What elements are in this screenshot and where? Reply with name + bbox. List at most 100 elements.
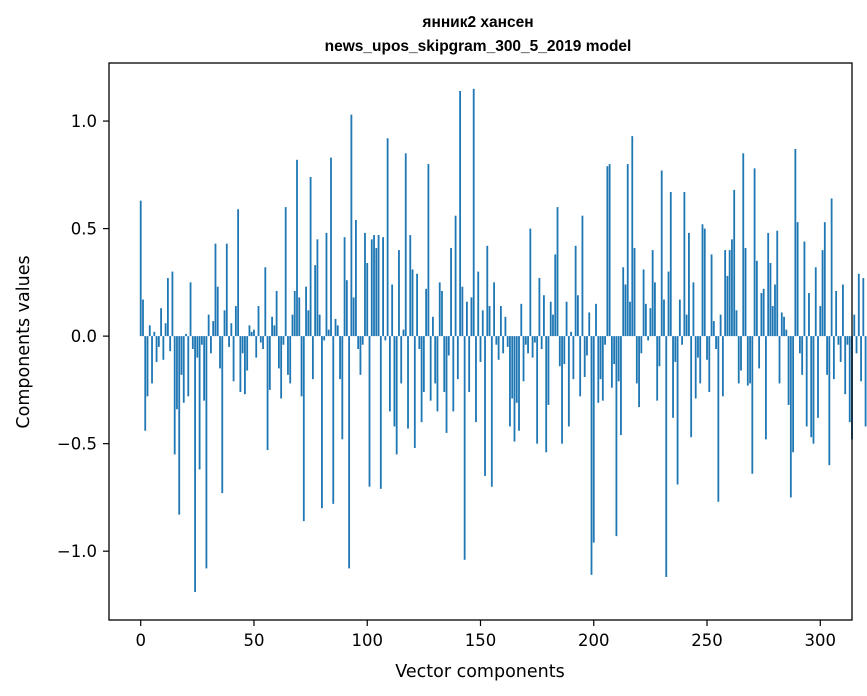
bar bbox=[703, 228, 706, 337]
bar bbox=[461, 286, 464, 337]
bar bbox=[620, 336, 622, 436]
bar bbox=[633, 247, 636, 337]
bar bbox=[617, 336, 620, 382]
bar bbox=[574, 245, 577, 337]
bar bbox=[162, 336, 165, 360]
bar bbox=[221, 336, 224, 494]
bar bbox=[182, 336, 185, 403]
bar bbox=[200, 336, 203, 345]
bar bbox=[814, 267, 817, 337]
bar bbox=[450, 247, 452, 337]
bar bbox=[631, 136, 634, 337]
bar bbox=[509, 336, 511, 427]
bar bbox=[792, 336, 795, 453]
bar bbox=[681, 336, 684, 345]
bar bbox=[683, 192, 686, 337]
bar bbox=[427, 164, 430, 337]
bar bbox=[543, 295, 545, 337]
bar bbox=[355, 219, 357, 337]
x-tick-label: 200 bbox=[578, 631, 610, 650]
bar bbox=[223, 310, 226, 337]
bar bbox=[862, 278, 865, 337]
bar bbox=[626, 164, 629, 337]
bar bbox=[364, 232, 366, 337]
bar bbox=[339, 336, 341, 380]
bar bbox=[377, 235, 380, 337]
bar bbox=[692, 282, 695, 337]
bar bbox=[393, 336, 396, 427]
bar bbox=[434, 336, 437, 384]
bar bbox=[837, 336, 840, 345]
bar bbox=[413, 336, 416, 448]
bar bbox=[321, 336, 323, 509]
bar bbox=[160, 308, 162, 337]
bar bbox=[762, 288, 765, 337]
bar bbox=[563, 336, 566, 365]
bar bbox=[785, 329, 788, 337]
bar bbox=[522, 336, 525, 382]
bar bbox=[416, 273, 418, 337]
bar bbox=[153, 331, 156, 337]
bar bbox=[151, 336, 153, 384]
y-tick-label: −0.5 bbox=[57, 435, 97, 454]
bar bbox=[830, 198, 833, 337]
bar bbox=[717, 336, 720, 502]
bar bbox=[298, 297, 301, 337]
bar bbox=[316, 239, 319, 337]
bar bbox=[780, 312, 783, 337]
bar bbox=[572, 336, 575, 380]
bar bbox=[334, 318, 337, 337]
bar bbox=[558, 336, 561, 367]
bar bbox=[291, 314, 294, 337]
bar bbox=[305, 286, 307, 337]
bar bbox=[669, 192, 672, 337]
bar bbox=[540, 336, 543, 350]
bar bbox=[699, 336, 702, 384]
x-tick-label: 150 bbox=[465, 631, 497, 650]
bar bbox=[309, 176, 312, 337]
bar bbox=[466, 301, 468, 337]
bar bbox=[164, 323, 167, 337]
bar bbox=[382, 237, 384, 337]
bar bbox=[454, 215, 457, 337]
bar bbox=[139, 200, 142, 337]
bar bbox=[348, 336, 351, 569]
bar bbox=[432, 316, 434, 337]
bar bbox=[284, 207, 287, 337]
bar bbox=[178, 336, 181, 515]
x-tick-label: 50 bbox=[243, 631, 264, 650]
bar bbox=[307, 310, 310, 337]
bar bbox=[706, 336, 708, 360]
bar bbox=[808, 293, 810, 337]
bar bbox=[649, 308, 652, 337]
bar bbox=[216, 286, 219, 337]
bar bbox=[418, 336, 421, 350]
bar bbox=[832, 336, 835, 380]
bar bbox=[567, 336, 570, 427]
bar bbox=[244, 336, 246, 395]
bar bbox=[520, 303, 523, 337]
bar bbox=[794, 149, 797, 337]
bar bbox=[357, 336, 360, 350]
bar bbox=[402, 329, 405, 337]
bar bbox=[343, 237, 346, 337]
bar bbox=[547, 336, 550, 405]
bar bbox=[259, 336, 262, 343]
bar bbox=[302, 336, 305, 522]
bar bbox=[864, 336, 867, 427]
bar bbox=[255, 336, 258, 358]
bar bbox=[502, 336, 505, 354]
bar bbox=[191, 336, 194, 350]
bar bbox=[599, 336, 602, 380]
bar bbox=[248, 325, 251, 337]
bar bbox=[613, 336, 616, 365]
bar bbox=[420, 336, 423, 423]
bar bbox=[753, 168, 756, 337]
bar bbox=[146, 336, 149, 397]
bar bbox=[300, 336, 303, 397]
bar bbox=[185, 333, 187, 337]
bar bbox=[719, 314, 722, 337]
bar bbox=[257, 306, 260, 337]
bar bbox=[443, 336, 446, 393]
bar bbox=[445, 336, 448, 433]
